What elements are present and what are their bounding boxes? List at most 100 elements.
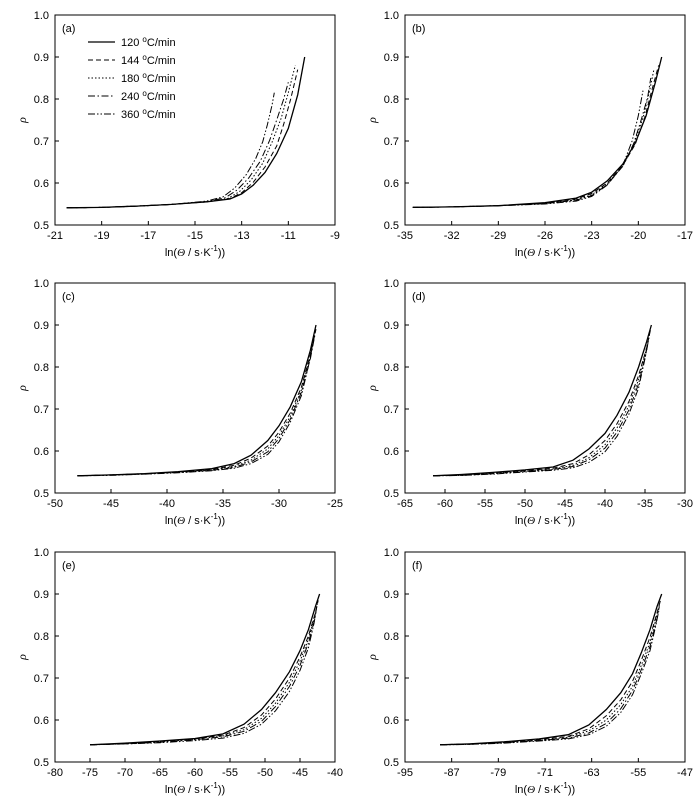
x-tick-label: -21 — [47, 230, 63, 242]
y-tick-label: 0.5 — [34, 488, 49, 500]
x-axis-label: ln(Θ / s·K-1)) — [515, 244, 575, 259]
series-line-240 — [77, 335, 316, 477]
series-line-360 — [77, 339, 315, 477]
series-line-144 — [432, 329, 652, 477]
series-line-180 — [66, 65, 296, 209]
x-tick-label: -45 — [292, 767, 308, 779]
x-tick-label: -50 — [517, 498, 533, 510]
y-tick-label: 0.8 — [384, 362, 399, 374]
series-line-180 — [77, 333, 316, 477]
x-tick-label: -40 — [597, 498, 613, 510]
x-tick-label: -45 — [103, 498, 119, 510]
series-line-120 — [89, 593, 321, 746]
x-tick-label: -79 — [490, 767, 506, 779]
chart-panel-b: -35 -32 -29 -26 -23 -20 -17 0.5 0.6 0.7 0.8 0.9 1.0 (… — [365, 10, 693, 259]
x-tick-label: -29 — [490, 230, 506, 242]
y-tick-label: 0.8 — [34, 94, 49, 106]
plot-frame — [54, 282, 336, 494]
chart-panel-d: -65 -60 -55 -50 -45 -40 -35 -30 0.5 0.6 0.7 0.8 0.9 1… — [365, 278, 693, 527]
x-tick-label: -9 — [330, 230, 340, 242]
y-tick-label: 0.8 — [384, 631, 399, 643]
y-tick-label: 0.5 — [384, 220, 399, 232]
series-line-180 — [412, 69, 655, 208]
x-tick-label: -45 — [557, 498, 573, 510]
x-tick-label: -60 — [187, 767, 203, 779]
y-tick-label: 0.9 — [384, 589, 399, 601]
x-tick-label: -30 — [271, 498, 287, 510]
x-tick-label: -80 — [47, 767, 63, 779]
x-tick-label: -75 — [82, 767, 98, 779]
y-tick-label: 0.7 — [34, 136, 49, 148]
y-tick-label: 0.7 — [384, 136, 399, 148]
y-tick-label: 1.0 — [34, 547, 49, 559]
y-tick-label: 0.9 — [384, 52, 399, 64]
y-tick-label: 0.7 — [384, 673, 399, 685]
y-tick-label: 0.7 — [384, 404, 399, 416]
x-tick-label: -35 — [215, 498, 231, 510]
y-tick-label: 0.5 — [384, 488, 399, 500]
series-line-240 — [439, 606, 660, 746]
panel-label: (e) — [62, 560, 75, 572]
series-line-180 — [439, 603, 661, 746]
plot-frame — [404, 14, 686, 226]
x-axis-label: ln(Θ / s·K-1)) — [165, 781, 225, 796]
series-line-144 — [412, 65, 660, 208]
y-axis-label: ρ — [15, 117, 29, 124]
series-line-360 — [432, 341, 649, 477]
series-line-180 — [89, 603, 318, 746]
y-tick-label: 0.9 — [34, 589, 49, 601]
x-tick-label: -95 — [397, 767, 413, 779]
legend-entry: 360 oC/min — [121, 107, 176, 121]
y-tick-label: 1.0 — [384, 10, 399, 22]
x-tick-label: -35 — [637, 498, 653, 510]
series-line-240 — [89, 606, 318, 746]
x-tick-label: -87 — [444, 767, 460, 779]
panel-label: (d) — [412, 291, 425, 303]
series-line-144 — [439, 600, 661, 746]
chart-panel-a: -21 -19 -17 -15 -13 -11 -9 0.5 0.6 0.7 0.8 0.9 1.0 (a… — [15, 10, 340, 259]
series-line-144 — [66, 69, 299, 209]
x-tick-label: -65 — [397, 498, 413, 510]
x-axis-label: ln(Θ / s·K-1)) — [165, 244, 225, 259]
y-tick-label: 0.6 — [384, 446, 399, 458]
x-tick-label: -63 — [584, 767, 600, 779]
y-tick-label: 0.9 — [34, 52, 49, 64]
y-tick-label: 0.8 — [34, 631, 49, 643]
y-tick-label: 0.8 — [34, 362, 49, 374]
chart-panel-c: -50 -45 -40 -35 -30 -25 0.5 0.6 0.7 0.8 0.9 1.0 (c) ρ… — [15, 278, 343, 527]
x-tick-label: -15 — [187, 230, 203, 242]
x-tick-label: -55 — [222, 767, 238, 779]
x-tick-label: -40 — [327, 767, 343, 779]
y-axis-label: ρ — [365, 654, 379, 661]
x-tick-label: -19 — [94, 230, 110, 242]
series-line-120 — [412, 56, 663, 209]
x-tick-label: -65 — [152, 767, 168, 779]
x-axis-label: ln(Θ / s·K-1)) — [165, 512, 225, 527]
x-tick-label: -50 — [257, 767, 273, 779]
y-axis-label: ρ — [365, 117, 379, 124]
x-tick-label: -17 — [677, 230, 693, 242]
series-line-360 — [439, 610, 660, 746]
plot-frame — [54, 551, 336, 763]
y-tick-label: 0.5 — [384, 757, 399, 769]
y-axis-label: ρ — [365, 385, 379, 392]
series-line-360 — [89, 610, 317, 746]
y-axis-label: ρ — [15, 385, 29, 392]
x-tick-label: -32 — [444, 230, 460, 242]
x-tick-label: -71 — [537, 767, 553, 779]
x-tick-label: -40 — [159, 498, 175, 510]
series-line-120 — [432, 324, 653, 477]
y-tick-label: 0.6 — [34, 715, 49, 727]
panel-label: (a) — [62, 23, 75, 35]
series-line-240 — [432, 337, 650, 477]
x-tick-label: -47 — [677, 767, 693, 779]
series-line-144 — [89, 600, 319, 746]
y-tick-label: 1.0 — [384, 278, 399, 290]
y-tick-label: 1.0 — [384, 547, 399, 559]
y-axis-label: ρ — [15, 654, 29, 661]
x-axis-label: ln(Θ / s·K-1)) — [515, 781, 575, 796]
y-tick-label: 1.0 — [34, 10, 49, 22]
x-tick-label: -23 — [584, 230, 600, 242]
legend: 120 oC/min 144 oC/min 180 oC/min 240 oC/min… — [88, 35, 176, 121]
